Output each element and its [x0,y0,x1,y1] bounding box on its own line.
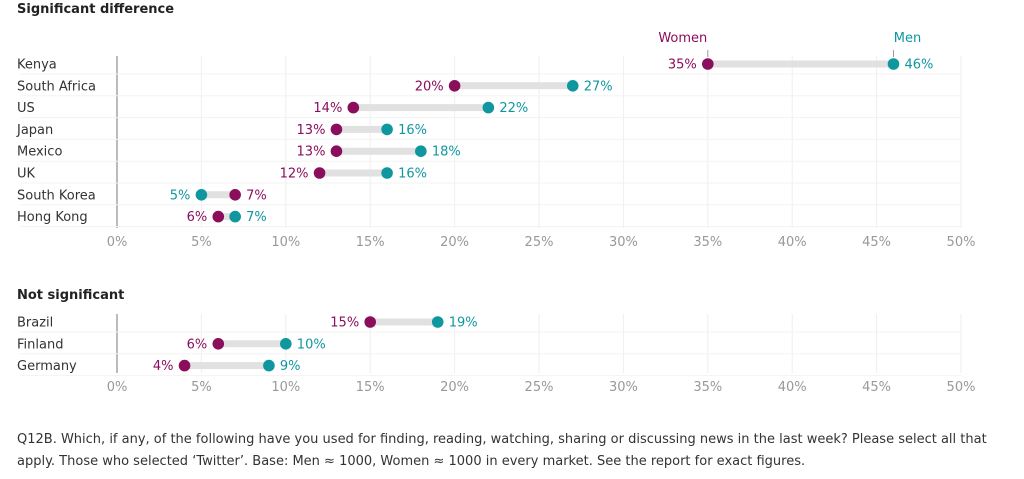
country-label: Germany [17,359,77,374]
x-tick-label: 0% [107,380,128,395]
x-tick-label: 15% [356,380,385,395]
legend-men: Men [894,31,921,46]
x-tick-label: 5% [191,235,212,250]
x-tick-label: 25% [525,235,554,250]
country-label: Japan [16,123,53,138]
x-tick-label: 35% [693,380,722,395]
x-tick-label: 45% [862,380,891,395]
men-value-label: 16% [398,123,427,138]
women-value-label: 14% [313,101,342,116]
women-value-label: 13% [297,123,326,138]
country-label: South Korea [17,188,96,203]
women-value-label: 6% [187,210,208,225]
x-tick-label: 30% [609,380,638,395]
men-dot [566,80,579,92]
women-dot [229,189,241,201]
women-value-label: 35% [668,58,697,73]
men-dot [280,338,292,350]
men-dot [263,359,275,372]
women-dot [212,210,225,223]
x-tick-label: 40% [778,380,807,395]
men-dot [887,58,900,70]
footnote: Q12B. Which, if any, of the following ha… [17,432,987,469]
men-dot [381,123,393,136]
men-dot [381,167,393,179]
country-label: Kenya [17,58,57,73]
women-dot [313,167,326,179]
women-value-label: 7% [246,188,267,203]
women-value-label: 4% [153,359,174,374]
x-tick-label: 35% [693,235,722,250]
x-tick-label: 5% [191,380,212,395]
x-tick-label: 50% [947,380,976,395]
x-tick-label: 10% [271,235,300,250]
x-tick-label: 10% [271,380,300,395]
men-value-label: 22% [499,101,528,116]
men-dot [229,210,241,223]
men-value-label: 16% [398,167,427,182]
women-value-label: 13% [297,145,326,160]
country-label: UK [17,167,36,182]
men-dot [431,316,444,328]
men-value-label: 5% [170,188,191,203]
legend-women: Women [658,31,707,46]
x-tick-label: 50% [947,235,976,250]
x-tick-label: 0% [107,235,128,250]
women-dot [347,101,360,114]
section-title-significant-difference: Significant difference [17,2,174,17]
women-dot [178,359,191,372]
country-label: Brazil [17,316,53,331]
dot-plot-chart: Significant difference 0% 5% 10% 15% 20% 25% 30… [16,2,976,395]
men-dot [482,101,495,114]
men-value-label: 18% [432,145,461,160]
section-title-not-significant: Not significant [17,288,124,303]
women-dot [330,123,343,136]
men-value-label: 7% [246,210,267,225]
x-tick-label: 20% [440,380,469,395]
men-dot [415,145,427,157]
women-dot [702,58,714,70]
women-dot [364,316,377,328]
men-dot [195,189,208,201]
x-tick-label: 15% [356,235,385,250]
men-value-label: 19% [449,316,478,331]
country-label: Finland [17,337,63,352]
country-label: US [17,101,35,116]
men-value-label: 46% [904,58,933,73]
x-tick-label: 30% [609,235,638,250]
men-value-label: 10% [297,337,326,352]
country-label: South Africa [17,79,96,94]
men-value-label: 27% [584,79,613,94]
country-label: Hong Kong [17,210,88,225]
women-value-label: 20% [415,79,444,94]
women-value-label: 6% [187,337,208,352]
x-tick-label: 25% [525,380,554,395]
x-tick-label: 20% [440,235,469,250]
x-tick-label: 40% [778,235,807,250]
women-dot [212,338,225,350]
men-value-label: 9% [280,359,301,374]
country-label: Mexico [17,145,62,160]
women-value-label: 12% [280,167,309,182]
women-dot [448,80,461,92]
x-tick-label: 45% [862,235,891,250]
women-dot [330,145,343,157]
women-value-label: 15% [330,316,359,331]
